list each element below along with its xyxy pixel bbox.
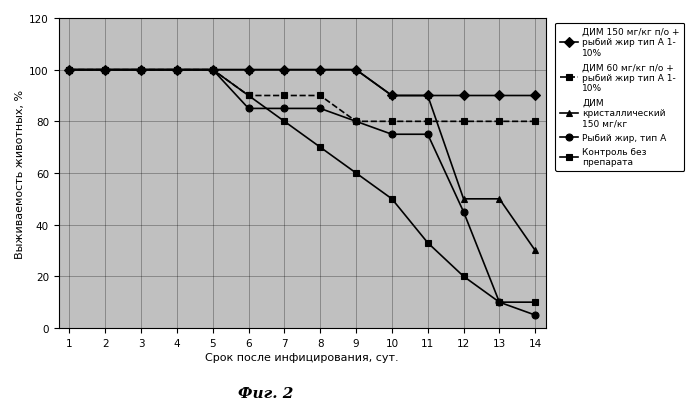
ДИМ 150 мг/кг п/о +
рыбий жир тип А 1-
10% [388,94,396,99]
ДИМ
кристаллический
150 мг/кг [65,68,74,73]
Line: ДИМ
кристаллический
150 мг/кг: ДИМ кристаллический 150 мг/кг [66,67,539,254]
ДИМ 60 мг/кг п/о +
рыбий жир тип А 1-
10% [424,119,432,124]
X-axis label: Срок после инфицирования, сут.: Срок после инфицирования, сут. [206,352,399,362]
Рыбий жир, тип А [495,300,503,305]
ДИМ
кристаллический
150 мг/кг [280,68,288,73]
ДИМ 150 мг/кг п/о +
рыбий жир тип А 1-
10% [280,68,288,73]
ДИМ 150 мг/кг п/о +
рыбий жир тип А 1-
10% [424,94,432,99]
Line: Контроль без
препарата: Контроль без препарата [66,67,539,306]
Рыбий жир, тип А [244,107,253,111]
Legend: ДИМ 150 мг/кг п/о +
рыбий жир тип А 1-
10%, ДИМ 60 мг/кг п/о +
рыбий жир тип А 1: ДИМ 150 мг/кг п/о + рыбий жир тип А 1- 1… [555,23,685,172]
Контроль без
препарата [244,94,253,99]
Контроль без
препарата [495,300,503,305]
Контроль без
препарата [316,146,324,150]
ДИМ 60 мг/кг п/о +
рыбий жир тип А 1-
10% [316,94,324,99]
Контроль без
препарата [65,68,74,73]
ДИМ
кристаллический
150 мг/кг [173,68,181,73]
ДИМ 60 мг/кг п/о +
рыбий жир тип А 1-
10% [280,94,288,99]
Y-axis label: Выживаемость животных, %: Выживаемость животных, % [15,89,25,258]
Контроль без
препарата [137,68,146,73]
Text: Фиг. 2: Фиг. 2 [238,386,294,400]
Рыбий жир, тип А [316,107,324,111]
Рыбий жир, тип А [173,68,181,73]
Контроль без
препарата [173,68,181,73]
ДИМ 60 мг/кг п/о +
рыбий жир тип А 1-
10% [459,119,468,124]
ДИМ 60 мг/кг п/о +
рыбий жир тип А 1-
10% [173,68,181,73]
Рыбий жир, тип А [424,132,432,137]
ДИМ 150 мг/кг п/о +
рыбий жир тип А 1-
10% [173,68,181,73]
ДИМ 150 мг/кг п/о +
рыбий жир тип А 1-
10% [137,68,146,73]
ДИМ 150 мг/кг п/о +
рыбий жир тип А 1-
10% [244,68,253,73]
ДИМ
кристаллический
150 мг/кг [137,68,146,73]
ДИМ 150 мг/кг п/о +
рыбий жир тип А 1-
10% [65,68,74,73]
ДИМ 60 мг/кг п/о +
рыбий жир тип А 1-
10% [65,68,74,73]
ДИМ 60 мг/кг п/о +
рыбий жир тип А 1-
10% [352,119,361,124]
Рыбий жир, тип А [531,313,540,318]
ДИМ 150 мг/кг п/о +
рыбий жир тип А 1-
10% [352,68,361,73]
Рыбий жир, тип А [101,68,109,73]
ДИМ 60 мг/кг п/о +
рыбий жир тип А 1-
10% [531,119,540,124]
ДИМ 60 мг/кг п/о +
рыбий жир тип А 1-
10% [101,68,109,73]
Контроль без
препарата [459,274,468,279]
ДИМ 150 мг/кг п/о +
рыбий жир тип А 1-
10% [495,94,503,99]
Рыбий жир, тип А [352,119,361,124]
ДИМ
кристаллический
150 мг/кг [531,249,540,253]
ДИМ
кристаллический
150 мг/кг [424,94,432,99]
ДИМ 150 мг/кг п/о +
рыбий жир тип А 1-
10% [101,68,109,73]
ДИМ
кристаллический
150 мг/кг [316,68,324,73]
ДИМ
кристаллический
150 мг/кг [495,197,503,202]
Line: ДИМ 60 мг/кг п/о +
рыбий жир тип А 1-
10%: ДИМ 60 мг/кг п/о + рыбий жир тип А 1- 10… [66,67,539,126]
Line: Рыбий жир, тип А: Рыбий жир, тип А [66,67,539,319]
ДИМ
кристаллический
150 мг/кг [388,94,396,99]
Контроль без
препарата [209,68,217,73]
ДИМ
кристаллический
150 мг/кг [352,68,361,73]
ДИМ 150 мг/кг п/о +
рыбий жир тип А 1-
10% [459,94,468,99]
ДИМ 60 мг/кг п/о +
рыбий жир тип А 1-
10% [388,119,396,124]
ДИМ
кристаллический
150 мг/кг [244,68,253,73]
Контроль без
препарата [280,119,288,124]
Рыбий жир, тип А [280,107,288,111]
ДИМ 60 мг/кг п/о +
рыбий жир тип А 1-
10% [244,94,253,99]
ДИМ 60 мг/кг п/о +
рыбий жир тип А 1-
10% [495,119,503,124]
Рыбий жир, тип А [209,68,217,73]
Контроль без
препарата [101,68,109,73]
ДИМ 150 мг/кг п/о +
рыбий жир тип А 1-
10% [209,68,217,73]
Контроль без
препарата [388,197,396,202]
Контроль без
препарата [352,171,361,176]
Рыбий жир, тип А [388,132,396,137]
Рыбий жир, тип А [137,68,146,73]
ДИМ
кристаллический
150 мг/кг [101,68,109,73]
ДИМ
кристаллический
150 мг/кг [209,68,217,73]
Рыбий жир, тип А [65,68,74,73]
Контроль без
препарата [531,300,540,305]
ДИМ 150 мг/кг п/о +
рыбий жир тип А 1-
10% [531,94,540,99]
ДИМ 60 мг/кг п/о +
рыбий жир тип А 1-
10% [209,68,217,73]
Рыбий жир, тип А [459,210,468,215]
Контроль без
препарата [424,241,432,245]
Line: ДИМ 150 мг/кг п/о +
рыбий жир тип А 1-
10%: ДИМ 150 мг/кг п/о + рыбий жир тип А 1- 1… [66,67,539,100]
ДИМ 60 мг/кг п/о +
рыбий жир тип А 1-
10% [137,68,146,73]
ДИМ 150 мг/кг п/о +
рыбий жир тип А 1-
10% [316,68,324,73]
ДИМ
кристаллический
150 мг/кг [459,197,468,202]
